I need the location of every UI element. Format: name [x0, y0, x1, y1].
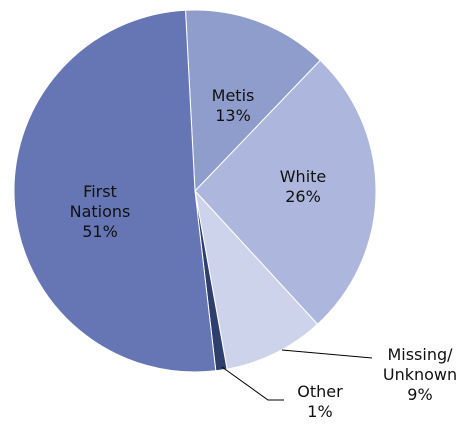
pie-slice — [185, 9, 321, 193]
category-label: First Nations — [69, 182, 131, 221]
value-label: 9% — [407, 385, 433, 404]
slice-label: Missing/ Unknown 9% — [383, 345, 457, 405]
slice-label: Metis 13% — [212, 86, 255, 126]
category-label: Other — [297, 382, 343, 401]
category-label: Missing/ Unknown — [382, 345, 458, 384]
value-label: 51% — [82, 222, 118, 241]
slice-label: First Nations 51% — [70, 182, 131, 242]
category-label: White — [279, 167, 327, 186]
leader-line — [281, 349, 373, 359]
pie-slice — [194, 189, 319, 370]
slice-label: Other 1% — [297, 382, 342, 422]
value-label: 1% — [307, 402, 333, 421]
category-label: Metis — [211, 86, 255, 105]
pie-slice — [194, 59, 377, 325]
pie-slice — [13, 9, 217, 373]
value-label: 13% — [215, 106, 251, 125]
slice-label: White 26% — [280, 167, 327, 207]
leader-line — [221, 366, 284, 401]
value-label: 26% — [285, 187, 321, 206]
